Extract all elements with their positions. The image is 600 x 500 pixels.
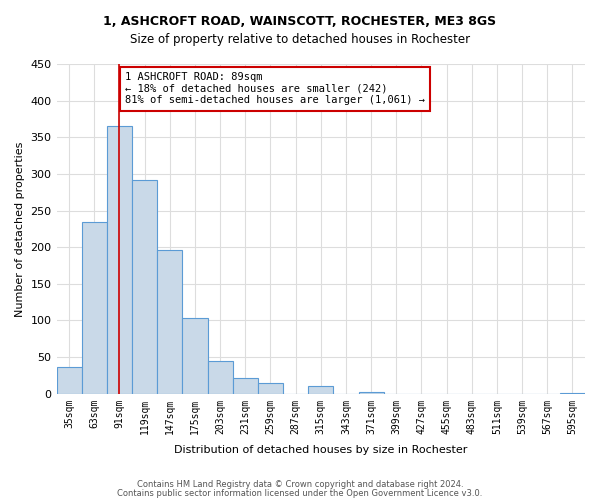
Text: 1, ASHCROFT ROAD, WAINSCOTT, ROCHESTER, ME3 8GS: 1, ASHCROFT ROAD, WAINSCOTT, ROCHESTER, … [103, 15, 497, 28]
Text: Contains HM Land Registry data © Crown copyright and database right 2024.: Contains HM Land Registry data © Crown c… [137, 480, 463, 489]
X-axis label: Distribution of detached houses by size in Rochester: Distribution of detached houses by size … [174, 445, 467, 455]
Bar [82, 222, 107, 394]
Text: Contains public sector information licensed under the Open Government Licence v3: Contains public sector information licen… [118, 488, 482, 498]
Bar [132, 180, 157, 394]
Bar [107, 126, 132, 394]
Text: Size of property relative to detached houses in Rochester: Size of property relative to detached ho… [130, 32, 470, 46]
Bar [359, 392, 383, 394]
Bar [182, 318, 208, 394]
Bar [258, 383, 283, 394]
Bar [233, 378, 258, 394]
Bar [157, 250, 182, 394]
Y-axis label: Number of detached properties: Number of detached properties [15, 141, 25, 316]
Bar [560, 393, 585, 394]
Bar [56, 368, 82, 394]
Text: 1 ASHCROFT ROAD: 89sqm
← 18% of detached houses are smaller (242)
81% of semi-de: 1 ASHCROFT ROAD: 89sqm ← 18% of detached… [125, 72, 425, 106]
Bar [308, 386, 334, 394]
Bar [208, 361, 233, 394]
